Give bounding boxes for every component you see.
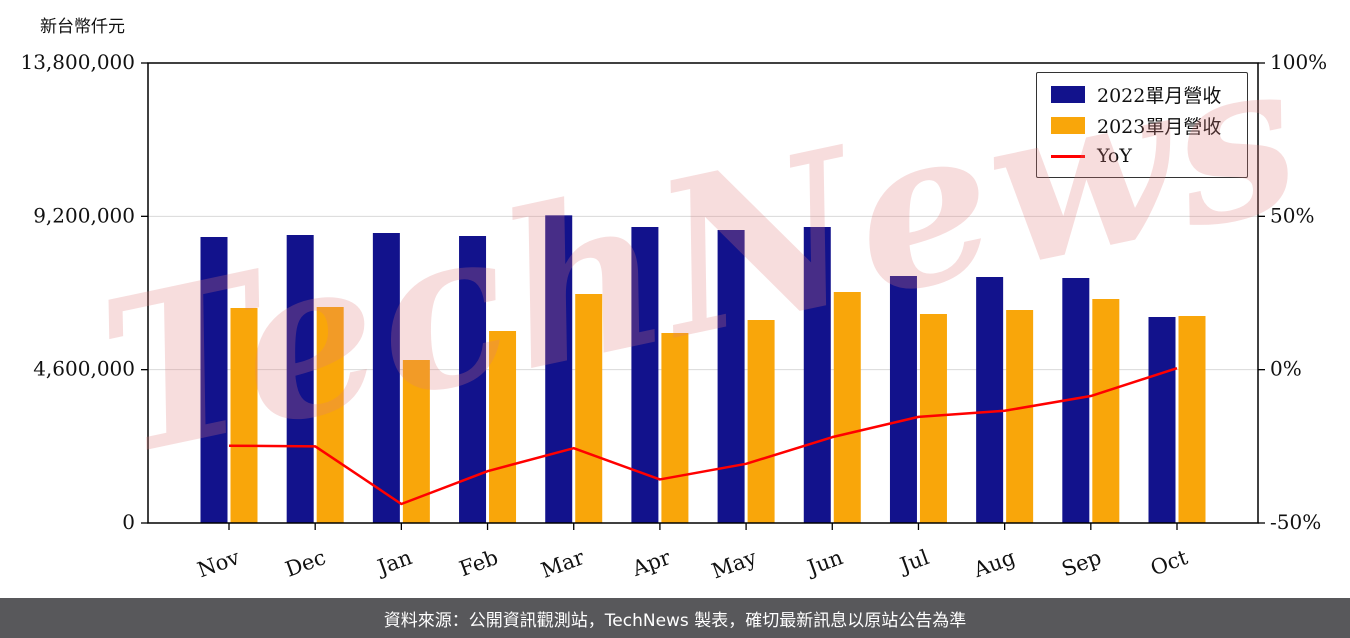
legend-label-2023: 2023單月營收 [1097,115,1222,138]
plot-border [147,62,1259,524]
x-tick-label-Jan: Jan [373,545,415,580]
bar-2023單月營收-Apr [661,333,689,523]
bar-2022單月營收-Feb [459,236,487,523]
bar-2022單月營收-Dec [286,235,314,523]
bar-2022單月營收-Jul [889,276,917,523]
bar-2023單月營收-Sep [1092,299,1120,523]
source-footer: 資料來源：公開資訊觀測站，TechNews 製表，確切最新訊息以原站公告為準 [0,598,1350,638]
legend-swatch-yoy-line [1051,154,1085,158]
bar-2023單月營收-Jun [833,292,861,523]
bar-2022單月營收-Mar [545,215,573,524]
bar-2022單月營收-Jun [803,227,831,523]
x-tick-label-Dec: Dec [282,545,329,582]
x-tick-label-Aug: Aug [970,545,1019,582]
legend-swatch-2023-bar [1051,116,1085,134]
bar-2022單月營收-Aug [976,277,1004,523]
left-tick-label: 13,800,000 [20,50,135,74]
x-tick-label-Jul: Jul [895,545,932,578]
yoy-line [228,366,1178,506]
bar-2023單月營收-Dec [316,307,344,523]
bar-2023單月營收-Oct [1178,316,1206,523]
bar-2023單月營收-Jul [919,314,947,523]
legend-item-2023: 2023單月營收 [1051,114,1233,138]
right-tick-label: 50% [1270,203,1314,227]
x-tick-label-Nov: Nov [194,545,243,582]
left-tick-label: 4,600,000 [33,357,135,381]
x-tick-label-Feb: Feb [456,545,501,581]
bar-2023單月營收-May [747,320,775,523]
right-tick-label: 100% [1270,50,1327,74]
x-tick-label-May: May [708,545,759,583]
left-tick-label: 9,200,000 [33,203,135,227]
bar-2023單月營收-Aug [1006,310,1034,523]
source-footer-text: 資料來源：公開資訊觀測站，TechNews 製表，確切最新訊息以原站公告為準 [383,610,967,631]
legend-label-yoy: YoY [1097,145,1132,167]
bar-2023單月營收-Feb [489,331,517,523]
bar-2023單月營收-Nov [230,308,258,523]
bar-2022單月營收-May [717,230,745,523]
legend-label-2022: 2022單月營收 [1097,84,1222,107]
y-axis-unit-label: 新台幣仟元 [40,17,125,37]
revenue-yoy-chart: 13,800,000 9,200,000 4,600,000 0 100% 50% 0% -5… [20,50,1327,583]
bar-2022單月營收-Jan [372,233,400,523]
x-tick-label-Apr: Apr [628,545,674,581]
chart-legend: 2022單月營收 2023單月營收 YoY [1036,72,1248,178]
legend-item-yoy: YoY [1051,145,1233,167]
right-tick-label: -50% [1270,510,1321,534]
left-tick-label: 0 [122,510,135,534]
x-tick-label-Jun: Jun [803,545,846,580]
bar-2023單月營收-Mar [575,294,603,523]
x-tick-label-Mar: Mar [538,545,589,583]
bar-2022單月營收-Nov [200,237,228,523]
right-tick-label: 0% [1270,357,1302,381]
bar-2022單月營收-Oct [1148,317,1176,523]
legend-item-2022: 2022單月營收 [1051,83,1233,107]
x-tick-label-Sep: Sep [1058,545,1104,581]
legend-swatch-2022-bar [1051,85,1085,103]
x-tick-label-Oct: Oct [1147,545,1191,581]
